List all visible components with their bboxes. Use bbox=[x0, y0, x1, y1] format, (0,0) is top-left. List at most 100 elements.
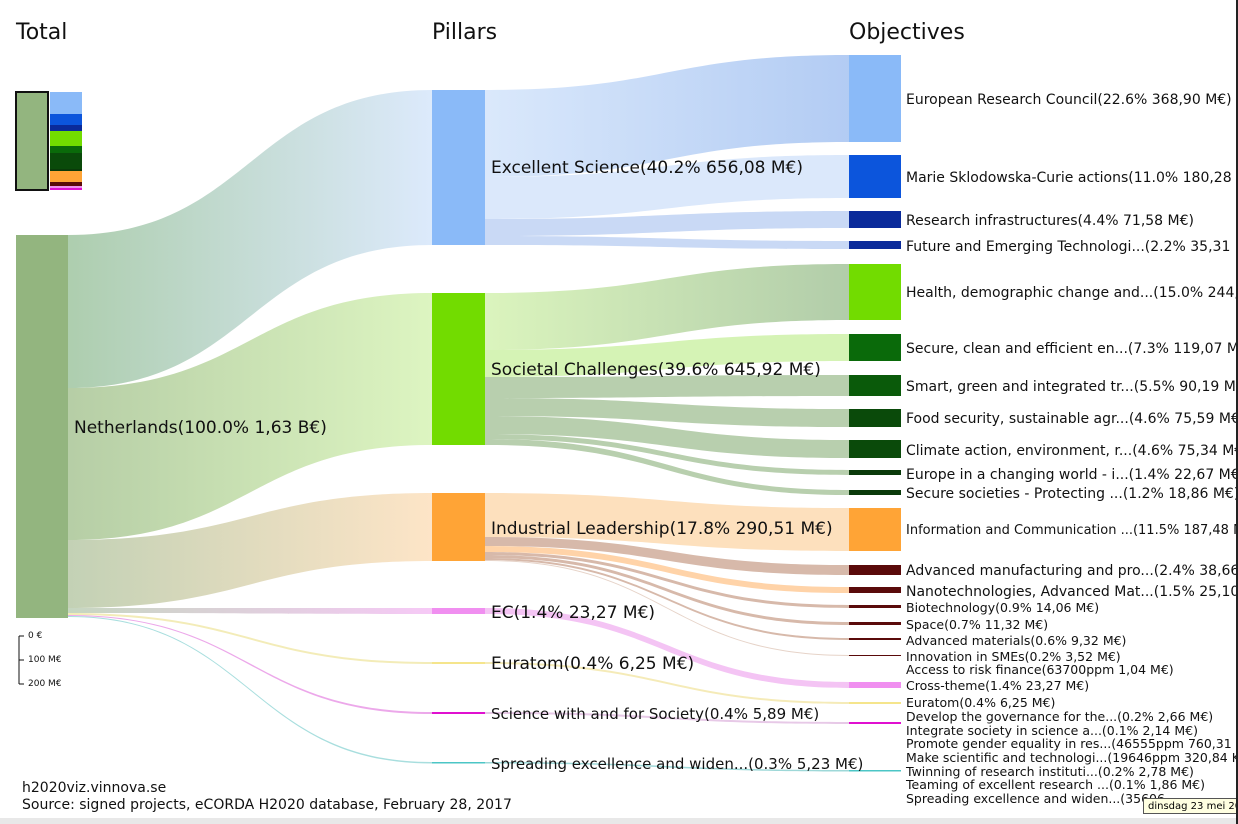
pillar-node-excellent-science bbox=[432, 90, 485, 245]
objective-node-europe bbox=[849, 470, 901, 475]
flow-spreading-objectives bbox=[485, 762, 849, 772]
pillar-label-excellent-science: Excellent Science(40.2% 656,08 M€) bbox=[491, 158, 804, 178]
objective-node-spreading bbox=[849, 770, 901, 772]
objective-label-gender-equality: Promote gender equality in res...(46555p… bbox=[906, 736, 1238, 751]
flow-il-manufacturing bbox=[485, 537, 849, 575]
objective-label-spreading: Spreading excellence and widen...(35606 bbox=[906, 791, 1165, 806]
pillar-label-societal-challenges: Societal Challenges(39.6% 645,92 M€) bbox=[491, 360, 821, 380]
flow-il-smes bbox=[485, 560, 849, 656]
objective-label-manufacturing: Advanced manufacturing and pro...(2.4% 3… bbox=[906, 563, 1238, 579]
flow-es-erc bbox=[485, 55, 849, 177]
footer-site: h2020viz.vinnova.se bbox=[22, 780, 167, 796]
objective-label-space: Space(0.7% 11,32 M€) bbox=[906, 617, 1049, 632]
flow-es-msca bbox=[485, 155, 849, 219]
flow-ec-crosstheme bbox=[485, 608, 849, 688]
flow-sc-health bbox=[485, 264, 849, 350]
flow-total-spreading bbox=[68, 616, 432, 764]
objective-label-nano: Nanotechnologies, Advanced Mat...(1.5% 2… bbox=[906, 584, 1238, 600]
objective-node-secure bbox=[849, 490, 901, 495]
flow-sc-transport bbox=[485, 375, 849, 398]
flow-sc-climate bbox=[485, 416, 849, 458]
objectives-column-header: Objectives bbox=[849, 20, 965, 45]
objective-label-teaming: Teaming of excellent research ...(0.1% 1… bbox=[906, 777, 1206, 792]
flow-total-societal-challenges bbox=[68, 293, 432, 540]
pillars-column-header: Pillars bbox=[432, 20, 498, 45]
flow-euratom-euratom bbox=[485, 662, 849, 704]
flow-total-euratom bbox=[68, 613, 432, 664]
objective-node-erc bbox=[849, 55, 901, 142]
flow-il-materials bbox=[485, 558, 849, 640]
pillar-node-euratom bbox=[432, 662, 485, 664]
objective-node-euratom bbox=[849, 702, 901, 704]
window-bottom-edge bbox=[0, 818, 1238, 824]
objective-node-smes bbox=[849, 655, 901, 656]
objective-label-bio: Biotechnology(0.9% 14,06 M€) bbox=[906, 600, 1100, 615]
objective-node-food bbox=[849, 409, 901, 427]
flow-total-excellent-science bbox=[68, 90, 432, 388]
flow-es-fet bbox=[485, 236, 849, 249]
total-node bbox=[16, 235, 68, 618]
pillar-node-societal-challenges bbox=[432, 293, 485, 445]
scale-tick-100: 100 M€ bbox=[28, 655, 62, 665]
objective-node-swafs bbox=[849, 722, 901, 724]
objective-node-bio bbox=[849, 605, 901, 608]
objective-label-ict: Information and Communication ...(11.5% … bbox=[906, 523, 1238, 538]
objective-node-materials bbox=[849, 638, 901, 640]
total-column-header: Total bbox=[16, 20, 68, 45]
pillar-node-ec bbox=[432, 608, 485, 614]
objective-label-erc: European Research Council(22.6% 368,90 M… bbox=[906, 92, 1232, 108]
total-node-label: Netherlands(100.0% 1,63 B€) bbox=[74, 418, 327, 438]
objective-label-make-scientific: Make scientific and technologi...(19646p… bbox=[906, 750, 1238, 765]
objective-label-health: Health, demographic change and...(15.0% … bbox=[906, 285, 1238, 301]
objective-node-transport bbox=[849, 375, 901, 396]
objective-label-ri: Research infrastructures(4.4% 71,58 M€) bbox=[906, 213, 1194, 229]
pillar-node-swafs bbox=[432, 712, 485, 714]
objective-label-euratom: Euratom(0.4% 6,25 M€) bbox=[906, 695, 1056, 710]
objective-label-europe: Europe in a changing world - i...(1.4% 2… bbox=[906, 467, 1238, 483]
objective-label-risk-finance: Access to risk finance(63700ppm 1,04 M€) bbox=[906, 662, 1174, 677]
scale-tick-200: 200 M€ bbox=[28, 679, 62, 689]
flow-sc-energy bbox=[485, 334, 849, 377]
pillar-label-ec: EC(1.4% 23,27 M€) bbox=[491, 603, 656, 623]
objective-label-smes: Innovation in SMEs(0.2% 3,52 M€) bbox=[906, 649, 1121, 664]
objective-node-fet bbox=[849, 241, 901, 249]
objective-label-transport: Smart, green and integrated tr...(5.5% 9… bbox=[906, 379, 1238, 395]
flow-es-ri bbox=[485, 211, 849, 236]
flow-il-ict bbox=[485, 493, 849, 551]
scale-tick-0: 0 € bbox=[28, 631, 43, 641]
flow-swafs-objectives bbox=[485, 712, 849, 724]
objective-node-energy bbox=[849, 334, 901, 361]
objective-label-materials: Advanced materials(0.6% 9,32 M€) bbox=[906, 633, 1127, 648]
objective-node-crosstheme bbox=[849, 682, 901, 688]
flow-il-nano bbox=[485, 546, 849, 593]
objective-label-twinning: Twinning of research instituti...(0.2% 2… bbox=[906, 764, 1194, 779]
objective-node-nano bbox=[849, 587, 901, 593]
flow-total-industrial-leadership bbox=[68, 493, 432, 608]
footer-source: Source: signed projects, eCORDA H2020 da… bbox=[22, 797, 512, 813]
total-minimap-colors bbox=[50, 92, 82, 190]
flow-il-space bbox=[485, 555, 849, 625]
objective-label-climate: Climate action, environment, r...(4.6% 7… bbox=[906, 443, 1238, 459]
pillar-label-industrial-leadership: Industrial Leadership(17.8% 290,51 M€) bbox=[491, 519, 833, 539]
objective-label-crosstheme: Cross-theme(1.4% 23,27 M€) bbox=[906, 678, 1090, 693]
objective-node-manufacturing bbox=[849, 565, 901, 575]
flow-sc-food bbox=[485, 398, 849, 427]
objective-label-secure: Secure societies - Protecting ...(1.2% 1… bbox=[906, 486, 1238, 502]
objective-node-msca bbox=[849, 155, 901, 198]
scale-bar bbox=[18, 635, 24, 685]
pillar-label-spreading: Spreading excellence and widen...(0.3% 5… bbox=[491, 755, 864, 773]
objective-label-governance: Develop the governance for the...(0.2% 2… bbox=[906, 709, 1214, 724]
objective-node-ict bbox=[849, 508, 901, 551]
objective-label-integrate-society: Integrate society in science a...(0.1% 2… bbox=[906, 723, 1198, 738]
window-right-edge bbox=[1236, 0, 1238, 824]
total-minimap-frame bbox=[15, 91, 49, 191]
flow-il-bio bbox=[485, 552, 849, 608]
pillar-node-spreading bbox=[432, 762, 485, 764]
objective-node-health bbox=[849, 264, 901, 320]
objective-node-ri bbox=[849, 211, 901, 228]
objective-label-energy: Secure, clean and efficient en...(7.3% 1… bbox=[906, 341, 1238, 357]
flow-sc-europe bbox=[485, 434, 849, 475]
objective-node-space bbox=[849, 622, 901, 625]
objective-label-msca: Marie Sklodowska-Curie actions(11.0% 180… bbox=[906, 170, 1238, 186]
